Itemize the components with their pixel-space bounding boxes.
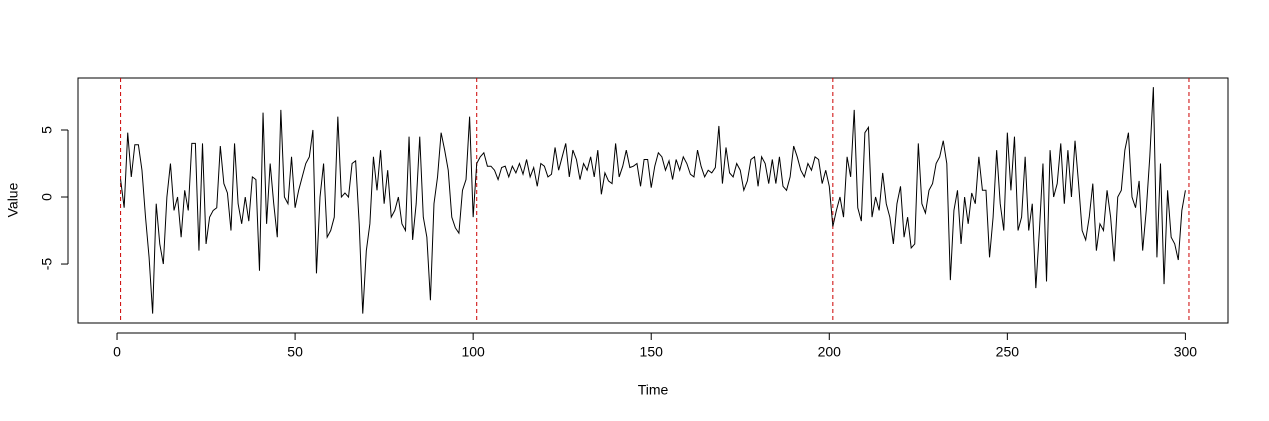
x-axis-title: Time [638, 382, 669, 398]
y-tick-label: 0 [39, 193, 55, 201]
x-tick-label: 300 [1174, 344, 1198, 360]
series-line [120, 87, 1186, 314]
y-tick-label: 5 [39, 126, 55, 134]
x-tick-label: 150 [640, 344, 664, 360]
y-axis-title: Value [5, 182, 21, 217]
x-tick-label: 50 [287, 344, 303, 360]
y-tick-label: -5 [39, 258, 55, 271]
x-tick-label: 0 [113, 344, 121, 360]
x-tick-label: 250 [996, 344, 1020, 360]
plot-frame [77, 77, 1229, 324]
x-tick-label: 200 [818, 344, 842, 360]
x-tick-label: 100 [461, 344, 485, 360]
